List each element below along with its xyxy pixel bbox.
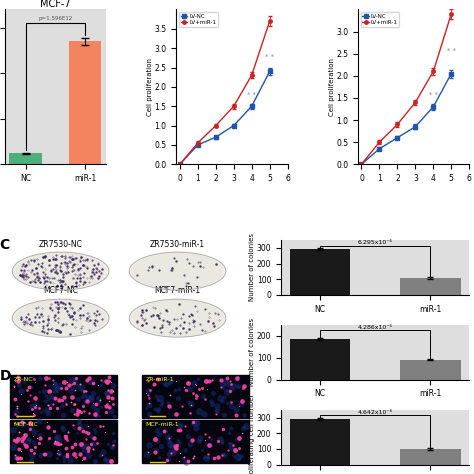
Bar [69,41,101,164]
Legend: LV-NC, LV+miR-1: LV-NC, LV+miR-1 [179,12,218,27]
Text: * *: * * [265,54,274,60]
Text: MCF-miR-1: MCF-miR-1 [146,422,180,427]
Text: 6.295x10⁻⁶: 6.295x10⁻⁶ [357,240,392,245]
Bar [290,249,350,295]
Ellipse shape [16,254,105,289]
Bar [10,420,117,463]
Ellipse shape [133,254,222,289]
Text: ZR7530-miR-1: ZR7530-miR-1 [150,240,205,249]
Text: p=1.596E12: p=1.596E12 [38,16,73,21]
Text: MCF7-NC: MCF7-NC [43,286,78,295]
Text: ZR7530-NC: ZR7530-NC [39,240,82,249]
Bar [400,278,461,295]
Bar [142,375,249,418]
Y-axis label: Number of colonies: Number of colonies [249,234,255,301]
Bar [290,419,350,465]
Text: * *: * * [247,92,256,99]
Bar [400,449,461,465]
Title: MCF-7: MCF-7 [40,0,71,9]
Ellipse shape [129,252,226,290]
Bar [10,375,117,418]
Ellipse shape [133,301,222,336]
Y-axis label: Cell proliferation: Cell proliferation [147,58,153,116]
Text: 4.286x10⁻⁶: 4.286x10⁻⁶ [357,325,392,330]
Text: C: C [0,238,10,252]
Text: * *: * * [429,92,438,98]
Y-axis label: Proliferating cell number: Proliferating cell number [249,394,255,474]
Ellipse shape [16,301,105,336]
Bar [142,420,249,463]
Bar [9,153,42,164]
Text: MCF-NC: MCF-NC [14,422,38,427]
Text: ZR-miR-1: ZR-miR-1 [146,377,174,382]
Text: ZR-NC: ZR-NC [14,377,33,382]
Text: * *: * * [447,48,456,54]
Bar [290,339,350,380]
Text: D: D [0,369,11,383]
Ellipse shape [12,299,109,337]
Text: 4.642x10⁻⁶: 4.642x10⁻⁶ [357,410,392,415]
Y-axis label: Number of colonies: Number of colonies [249,319,255,386]
Bar [400,360,461,380]
Ellipse shape [129,299,226,337]
Text: MCF7-miR-1: MCF7-miR-1 [155,286,201,295]
Ellipse shape [12,252,109,290]
Legend: LV-NC, LV+miR-1: LV-NC, LV+miR-1 [361,12,399,27]
Y-axis label: Cell proliferation: Cell proliferation [328,58,335,116]
